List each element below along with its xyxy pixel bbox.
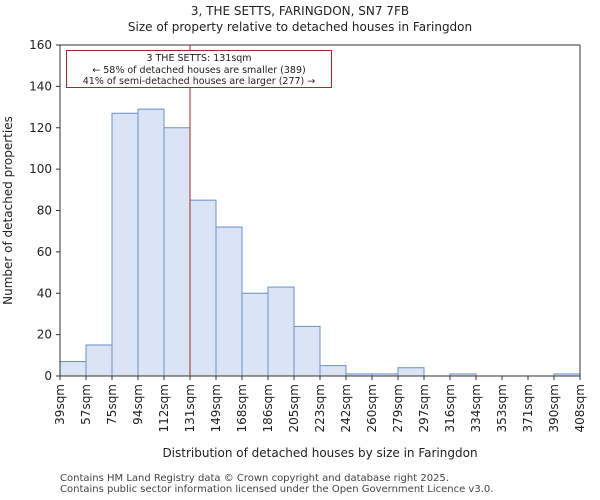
x-tick-label-297sqm: 297sqm [417, 384, 431, 432]
bar-186sqm [267, 286, 295, 377]
x-tick-label-353sqm: 353sqm [495, 384, 509, 432]
annotation-line-3: 41% of semi-detached houses are larger (… [82, 76, 316, 87]
annotation-line-1: 3 THE SETTS: 131sqm [146, 53, 252, 64]
x-tick-label-371sqm: 371sqm [521, 384, 535, 432]
y-tick-label-120: 120 [29, 121, 52, 135]
bar-149sqm [215, 226, 243, 377]
x-tick-label-279sqm: 279sqm [391, 384, 405, 432]
x-tick-label-390sqm: 390sqm [547, 384, 561, 432]
chart-title: 3, THE SETTS, FARINGDON, SN7 7FB [190, 4, 410, 18]
x-axis-title: Distribution of detached houses by size … [162, 446, 477, 460]
x-tick-label-94sqm: 94sqm [131, 384, 145, 425]
property-annotation: 3 THE SETTS: 131sqm ← 58% of detached ho… [66, 50, 332, 88]
x-tick-label-131sqm: 131sqm [183, 384, 197, 432]
x-tick-label-316sqm: 316sqm [443, 384, 457, 432]
bar-279sqm [397, 367, 425, 377]
bar-94sqm [137, 108, 165, 377]
x-tick-label-205sqm: 205sqm [287, 384, 301, 432]
y-tick-label-0: 0 [44, 369, 52, 383]
x-tick-label-168sqm: 168sqm [235, 384, 249, 432]
x-tick-label-334sqm: 334sqm [469, 384, 483, 432]
x-tick-label-112sqm: 112sqm [157, 384, 171, 432]
annotation-line-2: ← 58% of detached houses are smaller (38… [92, 64, 306, 76]
footer-licence: Contains public sector information licen… [60, 484, 494, 495]
bar-112sqm [163, 127, 191, 377]
chart-subtitle: Size of property relative to detached ho… [127, 20, 473, 34]
y-axis-title: Number of detached properties [1, 116, 15, 305]
x-tick-label-39sqm: 39sqm [53, 384, 67, 425]
y-tick-label-80: 80 [37, 204, 52, 218]
y-tick-label-100: 100 [29, 162, 52, 176]
x-tick-label-75sqm: 75sqm [105, 384, 119, 425]
bar-223sqm [319, 365, 347, 377]
x-tick-label-149sqm: 149sqm [209, 384, 223, 432]
bar-205sqm [293, 325, 321, 377]
y-tick-label-140: 140 [29, 79, 52, 93]
y-tick-label-40: 40 [37, 286, 52, 300]
y-tick-label-20: 20 [37, 328, 52, 342]
x-tick-label-408sqm: 408sqm [573, 384, 587, 432]
bar-39sqm [59, 361, 87, 377]
bar-75sqm [111, 112, 139, 377]
bar-57sqm [85, 344, 113, 377]
footer-copyright: Contains HM Land Registry data © Crown c… [60, 473, 449, 484]
y-tick-label-60: 60 [37, 245, 52, 259]
x-tick-label-186sqm: 186sqm [261, 384, 275, 432]
x-tick-label-242sqm: 242sqm [339, 384, 353, 432]
y-tick-label-160: 160 [29, 38, 52, 52]
x-tick-label-260sqm: 260sqm [365, 384, 379, 432]
bar-131sqm [189, 199, 217, 377]
bar-168sqm [241, 292, 269, 377]
x-tick-label-57sqm: 57sqm [79, 384, 93, 425]
x-tick-label-223sqm: 223sqm [313, 384, 327, 432]
